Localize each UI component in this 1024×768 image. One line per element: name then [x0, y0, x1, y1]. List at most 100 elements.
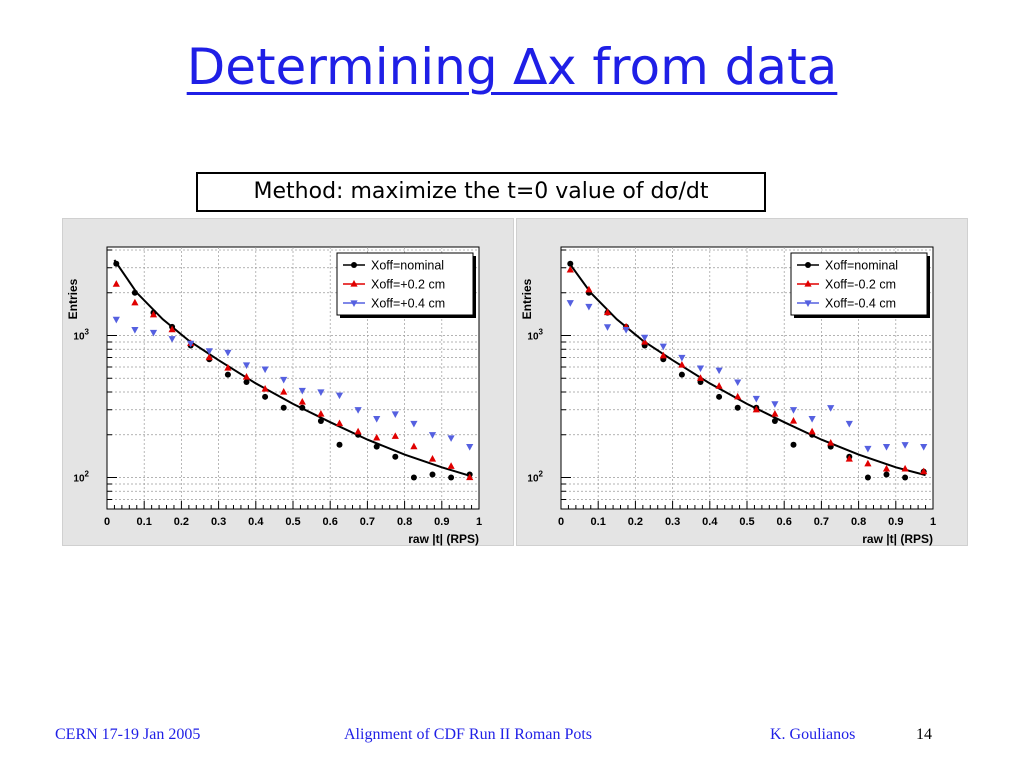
y-tick-base: 10 — [73, 473, 85, 484]
data-point — [864, 459, 872, 467]
x-tick-label: 0.8 — [851, 516, 866, 528]
data-point — [354, 407, 362, 414]
x-tick-label: 0.3 — [211, 516, 226, 528]
data-point — [864, 474, 871, 481]
data-point — [373, 415, 381, 423]
y-tick-exponent: 2 — [539, 469, 544, 478]
data-point — [392, 453, 399, 460]
grid-lines — [561, 247, 933, 509]
x-tick-label: 0.8 — [397, 516, 412, 528]
data-point — [883, 471, 890, 478]
data-point — [466, 473, 474, 481]
data-point — [920, 444, 928, 451]
y-tick-base: 10 — [527, 332, 539, 343]
legend-marker — [350, 280, 358, 287]
data-point — [261, 384, 269, 392]
legend: Xoff=nominal Xoff=+0.2 cm Xoff=+0.4 cm — [336, 252, 476, 318]
data-point — [242, 362, 251, 369]
data-point — [280, 376, 288, 384]
series-2 — [112, 316, 474, 451]
data-point — [716, 393, 723, 400]
y-tick-label: 102 — [73, 469, 89, 484]
x-tick-label: 0.6 — [777, 516, 792, 528]
data-point — [882, 464, 891, 472]
data-point — [659, 343, 667, 351]
slide-title: Determining ∆x from data — [186, 38, 838, 96]
legend-box — [790, 252, 928, 316]
x-axis-label: raw |t| (RPS) — [862, 532, 933, 546]
x-tick-label: 1 — [476, 516, 482, 528]
data-point — [391, 411, 399, 419]
data-point — [149, 310, 158, 318]
x-tick-label: 0.7 — [814, 516, 829, 528]
data-point — [335, 419, 344, 427]
data-point — [410, 420, 418, 428]
y-tick-exponent: 2 — [85, 469, 90, 478]
footer-page-number: 14 — [916, 726, 932, 743]
legend-marker — [804, 280, 812, 287]
data-point — [149, 329, 158, 337]
data-point — [298, 387, 306, 395]
data-point — [466, 444, 474, 451]
x-tick-label: 0 — [558, 516, 564, 528]
x-tick-label: 0.5 — [285, 516, 300, 528]
data-point — [752, 395, 760, 403]
data-point — [771, 410, 779, 417]
data-point — [734, 379, 742, 387]
legend-label: Xoff=-0.4 cm — [825, 297, 896, 311]
data-point — [224, 364, 232, 371]
legend-label: Xoff=nominal — [825, 259, 898, 273]
footer-author: K. Goulianos — [770, 726, 856, 743]
legend-label: Xoff=+0.2 cm — [371, 278, 445, 292]
legend-marker — [350, 300, 358, 307]
x-tick-label: 1 — [930, 516, 936, 528]
legend-label: Xoff=-0.2 cm — [825, 278, 896, 292]
chart-panel-left: 0 0.1 0.2 0.3 0.4 0.5 0.6 0.7 0.8 0.9 1 102 103 raw |… — [62, 218, 514, 546]
data-point — [391, 432, 399, 439]
data-point — [901, 442, 909, 449]
data-point — [373, 433, 381, 441]
y-tick-exponent: 3 — [539, 328, 544, 337]
data-point — [585, 303, 593, 311]
data-point — [224, 371, 231, 378]
y-tick-label: 102 — [527, 469, 543, 484]
data-point — [845, 454, 853, 462]
data-point — [790, 441, 797, 448]
data-point — [428, 454, 437, 462]
data-point — [112, 280, 120, 287]
data-point — [448, 474, 455, 481]
data-point — [567, 260, 574, 267]
data-point — [317, 417, 324, 424]
data-point — [715, 367, 723, 375]
data-point — [280, 404, 287, 411]
x-tick-label: 0.6 — [323, 516, 338, 528]
data-point — [428, 432, 437, 439]
data-point — [224, 349, 232, 357]
x-tick-label: 0.2 — [628, 516, 643, 528]
data-point — [920, 467, 928, 475]
legend-label: Xoff=+0.4 cm — [371, 297, 445, 311]
x-tick-label: 0.1 — [591, 516, 606, 528]
data-point — [205, 353, 213, 361]
data-point — [641, 334, 649, 342]
fit-curve — [567, 261, 926, 477]
x-tick-label: 0 — [104, 516, 110, 528]
x-tick-label: 0.7 — [360, 516, 375, 528]
data-point — [262, 393, 269, 400]
data-point — [659, 351, 667, 359]
data-point — [566, 300, 574, 307]
legend: Xoff=nominal Xoff=-0.2 cm Xoff=-0.4 cm — [790, 252, 930, 318]
footer-date: CERN 17-19 Jan 2005 — [55, 726, 201, 743]
legend-marker — [804, 300, 812, 307]
x-tick-label: 0.9 — [888, 516, 903, 528]
legend-marker — [351, 262, 357, 268]
data-point — [678, 360, 686, 368]
data-point — [603, 324, 612, 331]
y-tick-base: 10 — [73, 332, 85, 343]
data-point — [113, 260, 120, 267]
data-point — [827, 438, 835, 446]
y-tick-label: 103 — [73, 328, 89, 343]
x-tick-label: 0.2 — [174, 516, 189, 528]
